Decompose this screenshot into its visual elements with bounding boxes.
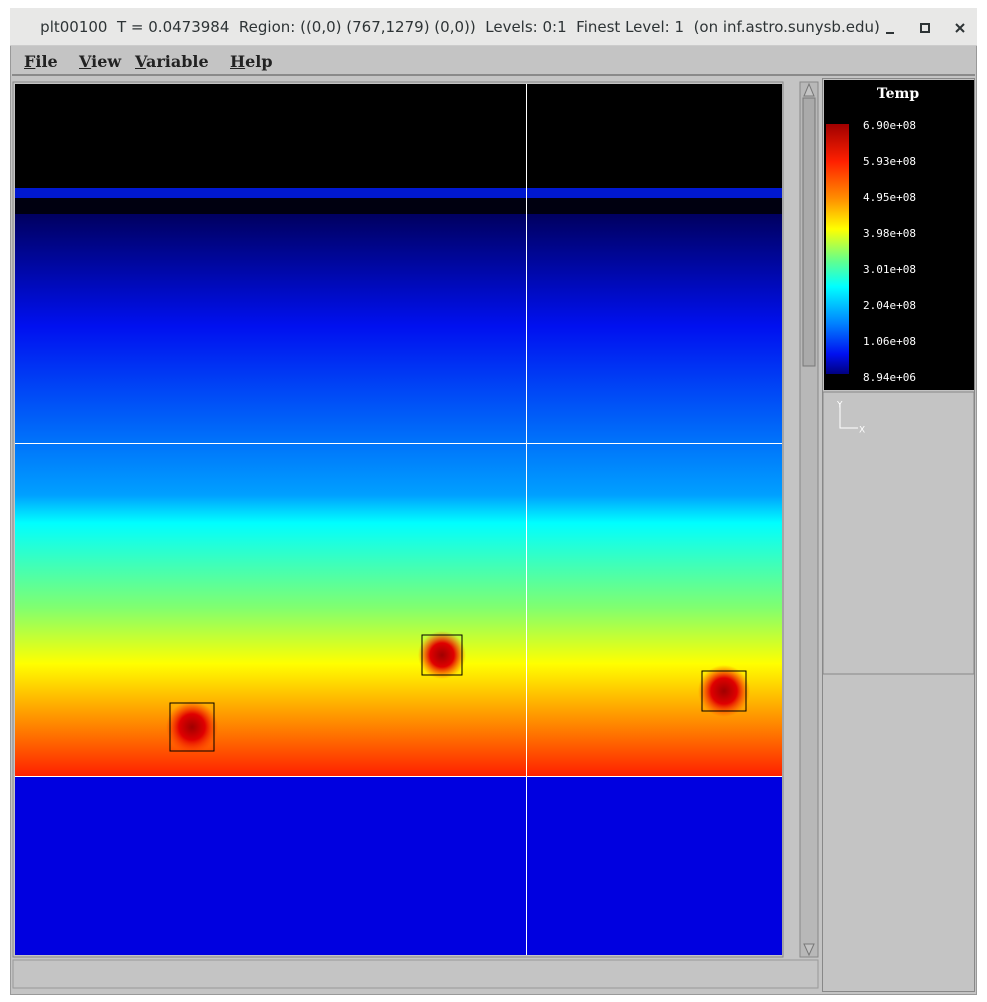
status-area <box>12 959 819 989</box>
title-bar: plt00100 T = 0.0473984 Region: ((0,0) (7… <box>10 8 977 46</box>
menu-bar: File View Variable Help <box>12 46 975 76</box>
menu-item[interactable]: View <box>79 52 122 71</box>
scroll-down[interactable] <box>803 943 815 957</box>
field-region <box>15 198 782 214</box>
hot-spot <box>418 631 466 679</box>
palette-label: 5.93e+08 <box>863 155 916 168</box>
grid-boundaries <box>15 84 782 955</box>
window-title: plt00100 T = 0.0473984 Region: ((0,0) (7… <box>40 18 880 36</box>
palette-title: Temp <box>877 86 920 102</box>
palette-labels: 6.90e+08 5.93e+08 4.95e+08 3.98e+08 3.01e+08… <box>863 119 916 384</box>
palette-label: 3.98e+08 <box>863 227 916 240</box>
field-region <box>15 776 782 955</box>
fine-grid-boxes <box>169 634 747 752</box>
axis-label-y: Y <box>836 401 843 411</box>
hot-spot <box>166 701 218 753</box>
window-controls <box>886 23 965 34</box>
color-bar <box>826 124 849 374</box>
menu-item[interactable]: Variable <box>135 52 209 71</box>
menu-item[interactable]: File <box>24 52 58 71</box>
orientation-panel <box>822 391 975 675</box>
palette-label: 4.95e+08 <box>863 191 916 204</box>
maximize-button[interactable] <box>920 23 930 33</box>
palette-label: 3.01e+08 <box>863 263 916 276</box>
palette-label: 2.04e+08 <box>863 299 916 312</box>
plot-view <box>12 81 819 989</box>
palette-label: 8.94e+06 <box>863 371 916 384</box>
palette-label: 6.90e+08 <box>863 119 916 132</box>
hot-spot <box>698 665 750 717</box>
axis-icon <box>839 403 858 429</box>
field-region <box>15 84 782 188</box>
palette-label: 1.06e+08 <box>863 335 916 348</box>
field-region <box>15 188 782 198</box>
field-region <box>15 214 782 776</box>
scroll-up[interactable] <box>803 82 815 97</box>
axis-label-x: X <box>859 426 865 436</box>
close-button[interactable] <box>955 23 965 33</box>
menu-item[interactable]: Help <box>230 52 273 71</box>
scroll-thumb[interactable] <box>802 97 816 367</box>
palette-panel: Temp 6.90e+08 5.93e+08 4.95e+08 3.98e+08 3.0… <box>822 80 975 675</box>
